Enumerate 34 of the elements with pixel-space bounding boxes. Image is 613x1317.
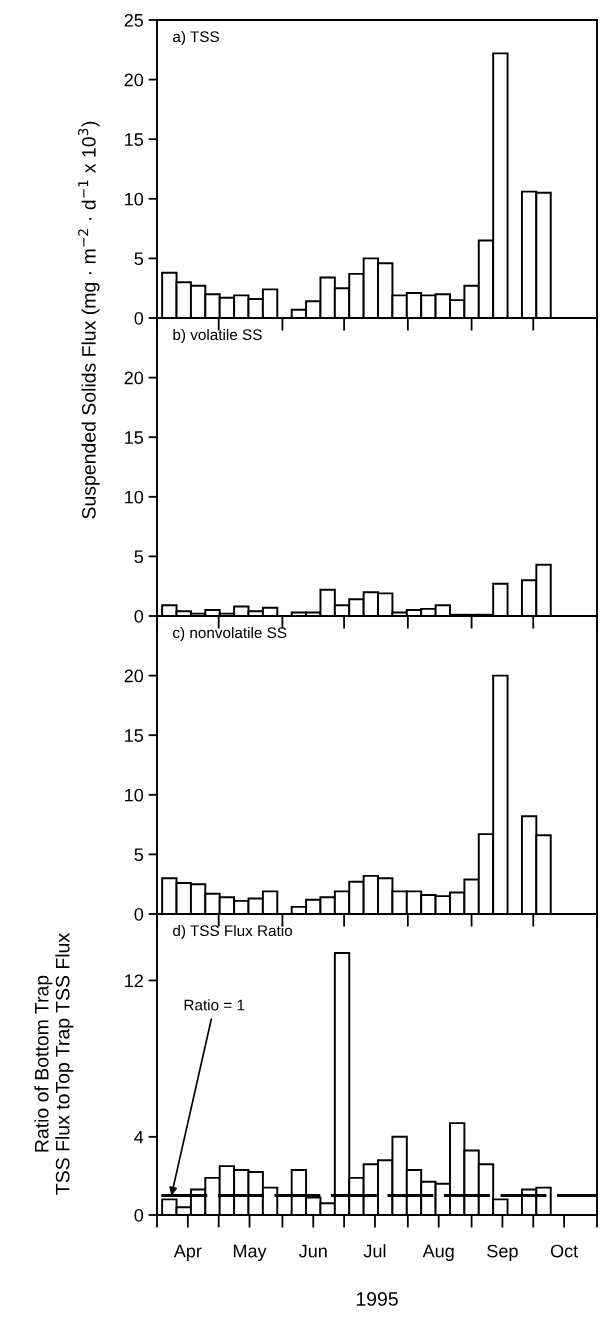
y-tick-label: 12 [125, 974, 143, 987]
y-tick-label: 20 [124, 669, 144, 683]
y-axis-title: Suspended Solids Flux (mg · m$^{−2}$ · d$^{−1}$ x 10$^{3}$) [78, 121, 100, 519]
y-tick-label: 15 [125, 133, 144, 146]
annotation: b) volatile SS [173, 328, 262, 344]
x-tick-label: Sep [487, 1244, 518, 1261]
y-tick-label: 5 [134, 550, 144, 564]
y-tick-label: 10 [125, 788, 144, 802]
annotation: a) TSS [173, 30, 219, 46]
y-tick-label: 10 [125, 192, 144, 206]
x-tick-label: May [233, 1244, 267, 1261]
x-axis-title: 1995 [356, 1292, 398, 1306]
x-tick-label: Oct [550, 1244, 579, 1258]
y-tick-label: 15 [125, 431, 144, 444]
y-tick-label: 15 [125, 729, 144, 742]
y-tick-label: 5 [134, 848, 144, 862]
y-tick-label: 20 [124, 73, 144, 87]
y-axis-title: Ratio of Bottom Trap TSS Flux toTop Trap TSS Flux [34, 933, 74, 1195]
ref-line-label: Ratio = 1 [184, 999, 245, 1011]
y-tick-label: 0 [134, 311, 144, 325]
y-tick-label: 4 [134, 1130, 144, 1144]
annotation: c) nonvolatile SS [173, 626, 287, 642]
annotation: d) TSS Flux Ratio [173, 924, 293, 940]
y-tick-label: 20 [124, 371, 144, 385]
x-tick-label: Jul [363, 1244, 386, 1258]
y-tick-label: 10 [125, 490, 144, 504]
y-tick-label: 0 [134, 907, 144, 921]
y-tick-label: 5 [134, 252, 144, 266]
y-tick-label: 25 [124, 13, 144, 27]
x-tick-label: Aug [422, 1244, 454, 1261]
x-tick-label: Apr [173, 1244, 202, 1261]
x-tick-label: Jun [298, 1244, 327, 1258]
y-tick-label: 0 [134, 1208, 144, 1222]
y-tick-label: 0 [134, 609, 144, 623]
